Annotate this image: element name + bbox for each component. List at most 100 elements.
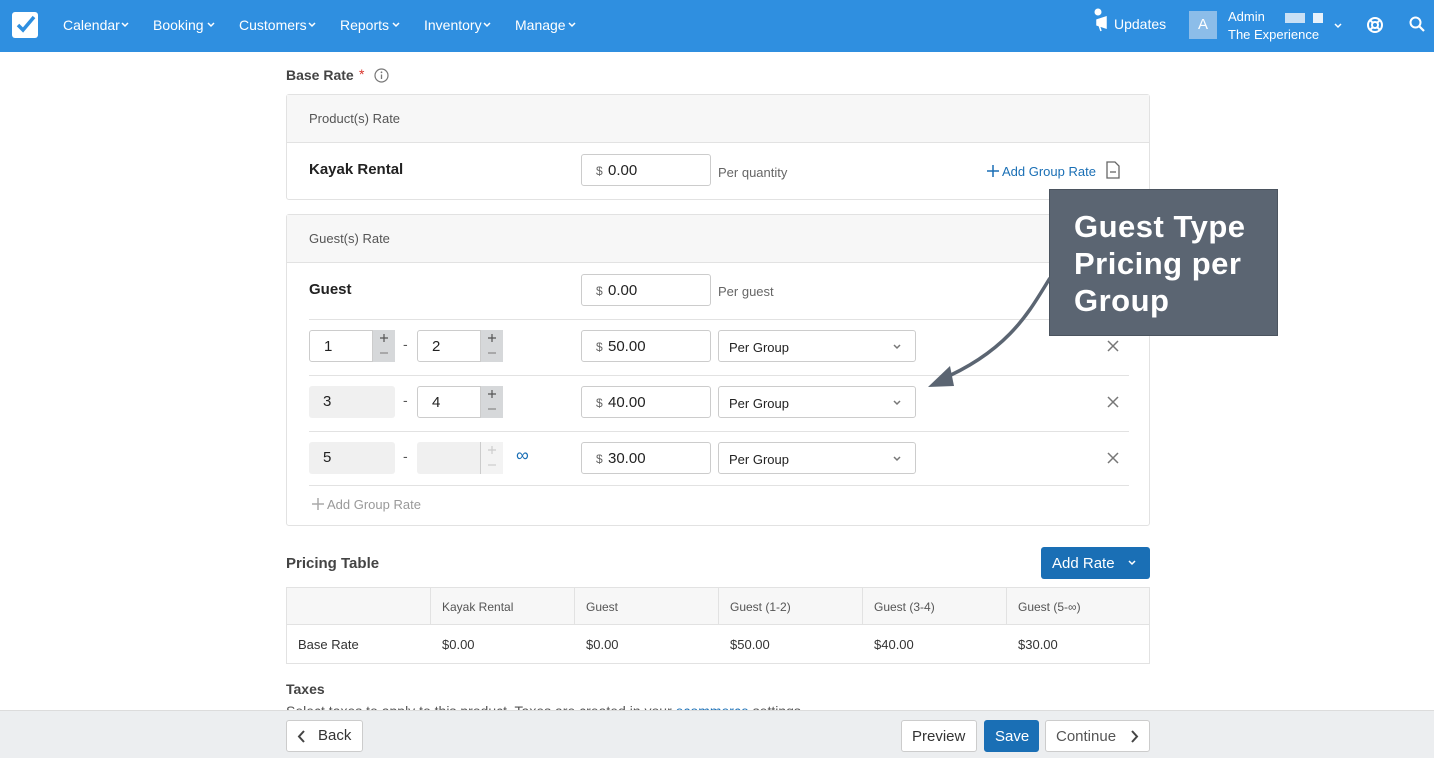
table-cell: Base Rate [298, 637, 359, 652]
column-divider [430, 588, 431, 625]
nav-label[interactable]: Inventory [424, 17, 482, 33]
column-header: Kayak Rental [442, 600, 514, 614]
callout: Guest Type Pricing per Group [1049, 189, 1278, 336]
nav-menu[interactable]: Reports [340, 0, 400, 52]
type-select[interactable]: Per Group [718, 386, 916, 418]
nav-menu[interactable]: Calendar [63, 0, 129, 52]
button-label[interactable]: Back [318, 727, 352, 744]
remove-icon[interactable] [1107, 396, 1119, 408]
plus-icon [987, 165, 999, 177]
remove-icon[interactable] [1107, 340, 1119, 352]
from-input: 5 [309, 442, 395, 474]
masked [1313, 13, 1323, 23]
table-cell: $0.00 [442, 637, 475, 652]
spinner[interactable] [480, 330, 503, 362]
button-label[interactable]: Save [995, 728, 1030, 745]
logo[interactable] [11, 11, 39, 39]
to-input[interactable]: 4 [417, 386, 503, 418]
price-input[interactable]: $50.00 [581, 330, 711, 362]
pricing-table: Kayak Rental Guest Guest (1-2) Guest (3-4) G… [286, 587, 1150, 664]
avatar[interactable]: A [1189, 11, 1217, 39]
currency: $ [596, 396, 603, 410]
add-rate-button[interactable]: Add Rate [1041, 547, 1150, 579]
column-header: Guest (3-4) [874, 600, 935, 614]
spinner[interactable] [372, 330, 395, 362]
row-divider [309, 319, 1129, 320]
price-input[interactable]: $40.00 [581, 386, 711, 418]
user-name[interactable]: Admin [1228, 9, 1265, 24]
back-button[interactable]: Back [286, 720, 363, 752]
nav-menu[interactable]: Booking [153, 0, 215, 52]
help-icon[interactable] [1366, 16, 1384, 34]
remove-icon[interactable] [1107, 452, 1119, 464]
spin-up [380, 334, 388, 342]
price-value: 50.00 [608, 338, 646, 355]
continue-button[interactable]: Continue [1045, 720, 1150, 752]
caret [392, 22, 400, 28]
select-value: Per Group [729, 452, 789, 467]
nav-menu[interactable]: Manage [515, 0, 576, 52]
chevron-left [297, 730, 305, 743]
range-dash: - [403, 392, 408, 408]
currency: $ [596, 164, 603, 178]
button-label[interactable]: Preview [912, 728, 966, 745]
top-nav: Calendar Booking Customers Reports Inventory… [0, 0, 1434, 52]
nav-label[interactable]: Calendar [63, 17, 120, 33]
nav-menu[interactable]: Inventory [424, 0, 491, 52]
to-input[interactable]: 2 [417, 330, 503, 362]
price-input[interactable]: $30.00 [581, 442, 711, 474]
spin-down [488, 408, 496, 410]
column-divider [862, 588, 863, 625]
add-group-rate[interactable]: Add Group Rate [327, 497, 421, 512]
to-input [417, 442, 503, 474]
nav-label[interactable]: Manage [515, 17, 566, 33]
to-value: 4 [432, 394, 441, 411]
spin-up [488, 446, 496, 454]
spinner[interactable] [480, 386, 503, 418]
add-group-rate[interactable]: Add Group Rate [1002, 164, 1096, 179]
button-label[interactable]: Add Rate [1052, 555, 1115, 572]
guests-panel: Guest(s) Rate Guest $0.00 Per guest 1-2 $50.0… [286, 214, 1150, 526]
save-button[interactable]: Save [984, 720, 1039, 752]
spin-up [488, 334, 496, 342]
updates-icon[interactable] [1094, 8, 1112, 34]
panel-header [287, 95, 1149, 143]
search-icon[interactable] [1409, 16, 1425, 32]
unit-label: Per guest [718, 284, 774, 299]
company-name[interactable]: The Experience [1228, 27, 1320, 42]
nav-menu[interactable]: Customers [239, 0, 316, 52]
price-value: 30.00 [608, 450, 646, 467]
column-header: Guest (1-2) [730, 600, 791, 614]
nav-label[interactable]: Customers [239, 17, 307, 33]
updates-link[interactable]: Updates [1114, 16, 1167, 32]
caret [121, 22, 129, 28]
product-name: Kayak Rental [309, 161, 404, 178]
section-title: Taxes [286, 681, 325, 697]
column-header: Guest [586, 600, 619, 614]
info-icon[interactable] [374, 68, 389, 83]
table-cell: $0.00 [586, 637, 619, 652]
price-input[interactable]: $0.00 [581, 274, 711, 306]
range-dash: - [403, 448, 408, 464]
currency: $ [596, 340, 603, 354]
price-value: 0.00 [608, 282, 638, 299]
document-icon[interactable] [1106, 161, 1120, 179]
type-select[interactable]: Per Group [718, 330, 916, 362]
caret [308, 22, 316, 28]
spin-down [488, 464, 496, 466]
price-input[interactable]: $0.00 [581, 154, 711, 186]
from-value: 1 [324, 338, 333, 355]
type-select[interactable]: Per Group [718, 442, 916, 474]
nav-label[interactable]: Reports [340, 17, 390, 33]
button-label[interactable]: Continue [1056, 728, 1117, 745]
nav-label[interactable]: Booking [153, 17, 204, 33]
select-value: Per Group [729, 396, 789, 411]
from-input[interactable]: 1 [309, 330, 395, 362]
preview-button[interactable]: Preview [901, 720, 977, 752]
caret [483, 22, 491, 28]
column-header: Guest (5-∞) [1018, 600, 1081, 614]
currency: $ [596, 452, 603, 466]
callout-text: Guest Type Pricing per Group [1074, 209, 1246, 318]
table-cell: $50.00 [730, 637, 770, 652]
